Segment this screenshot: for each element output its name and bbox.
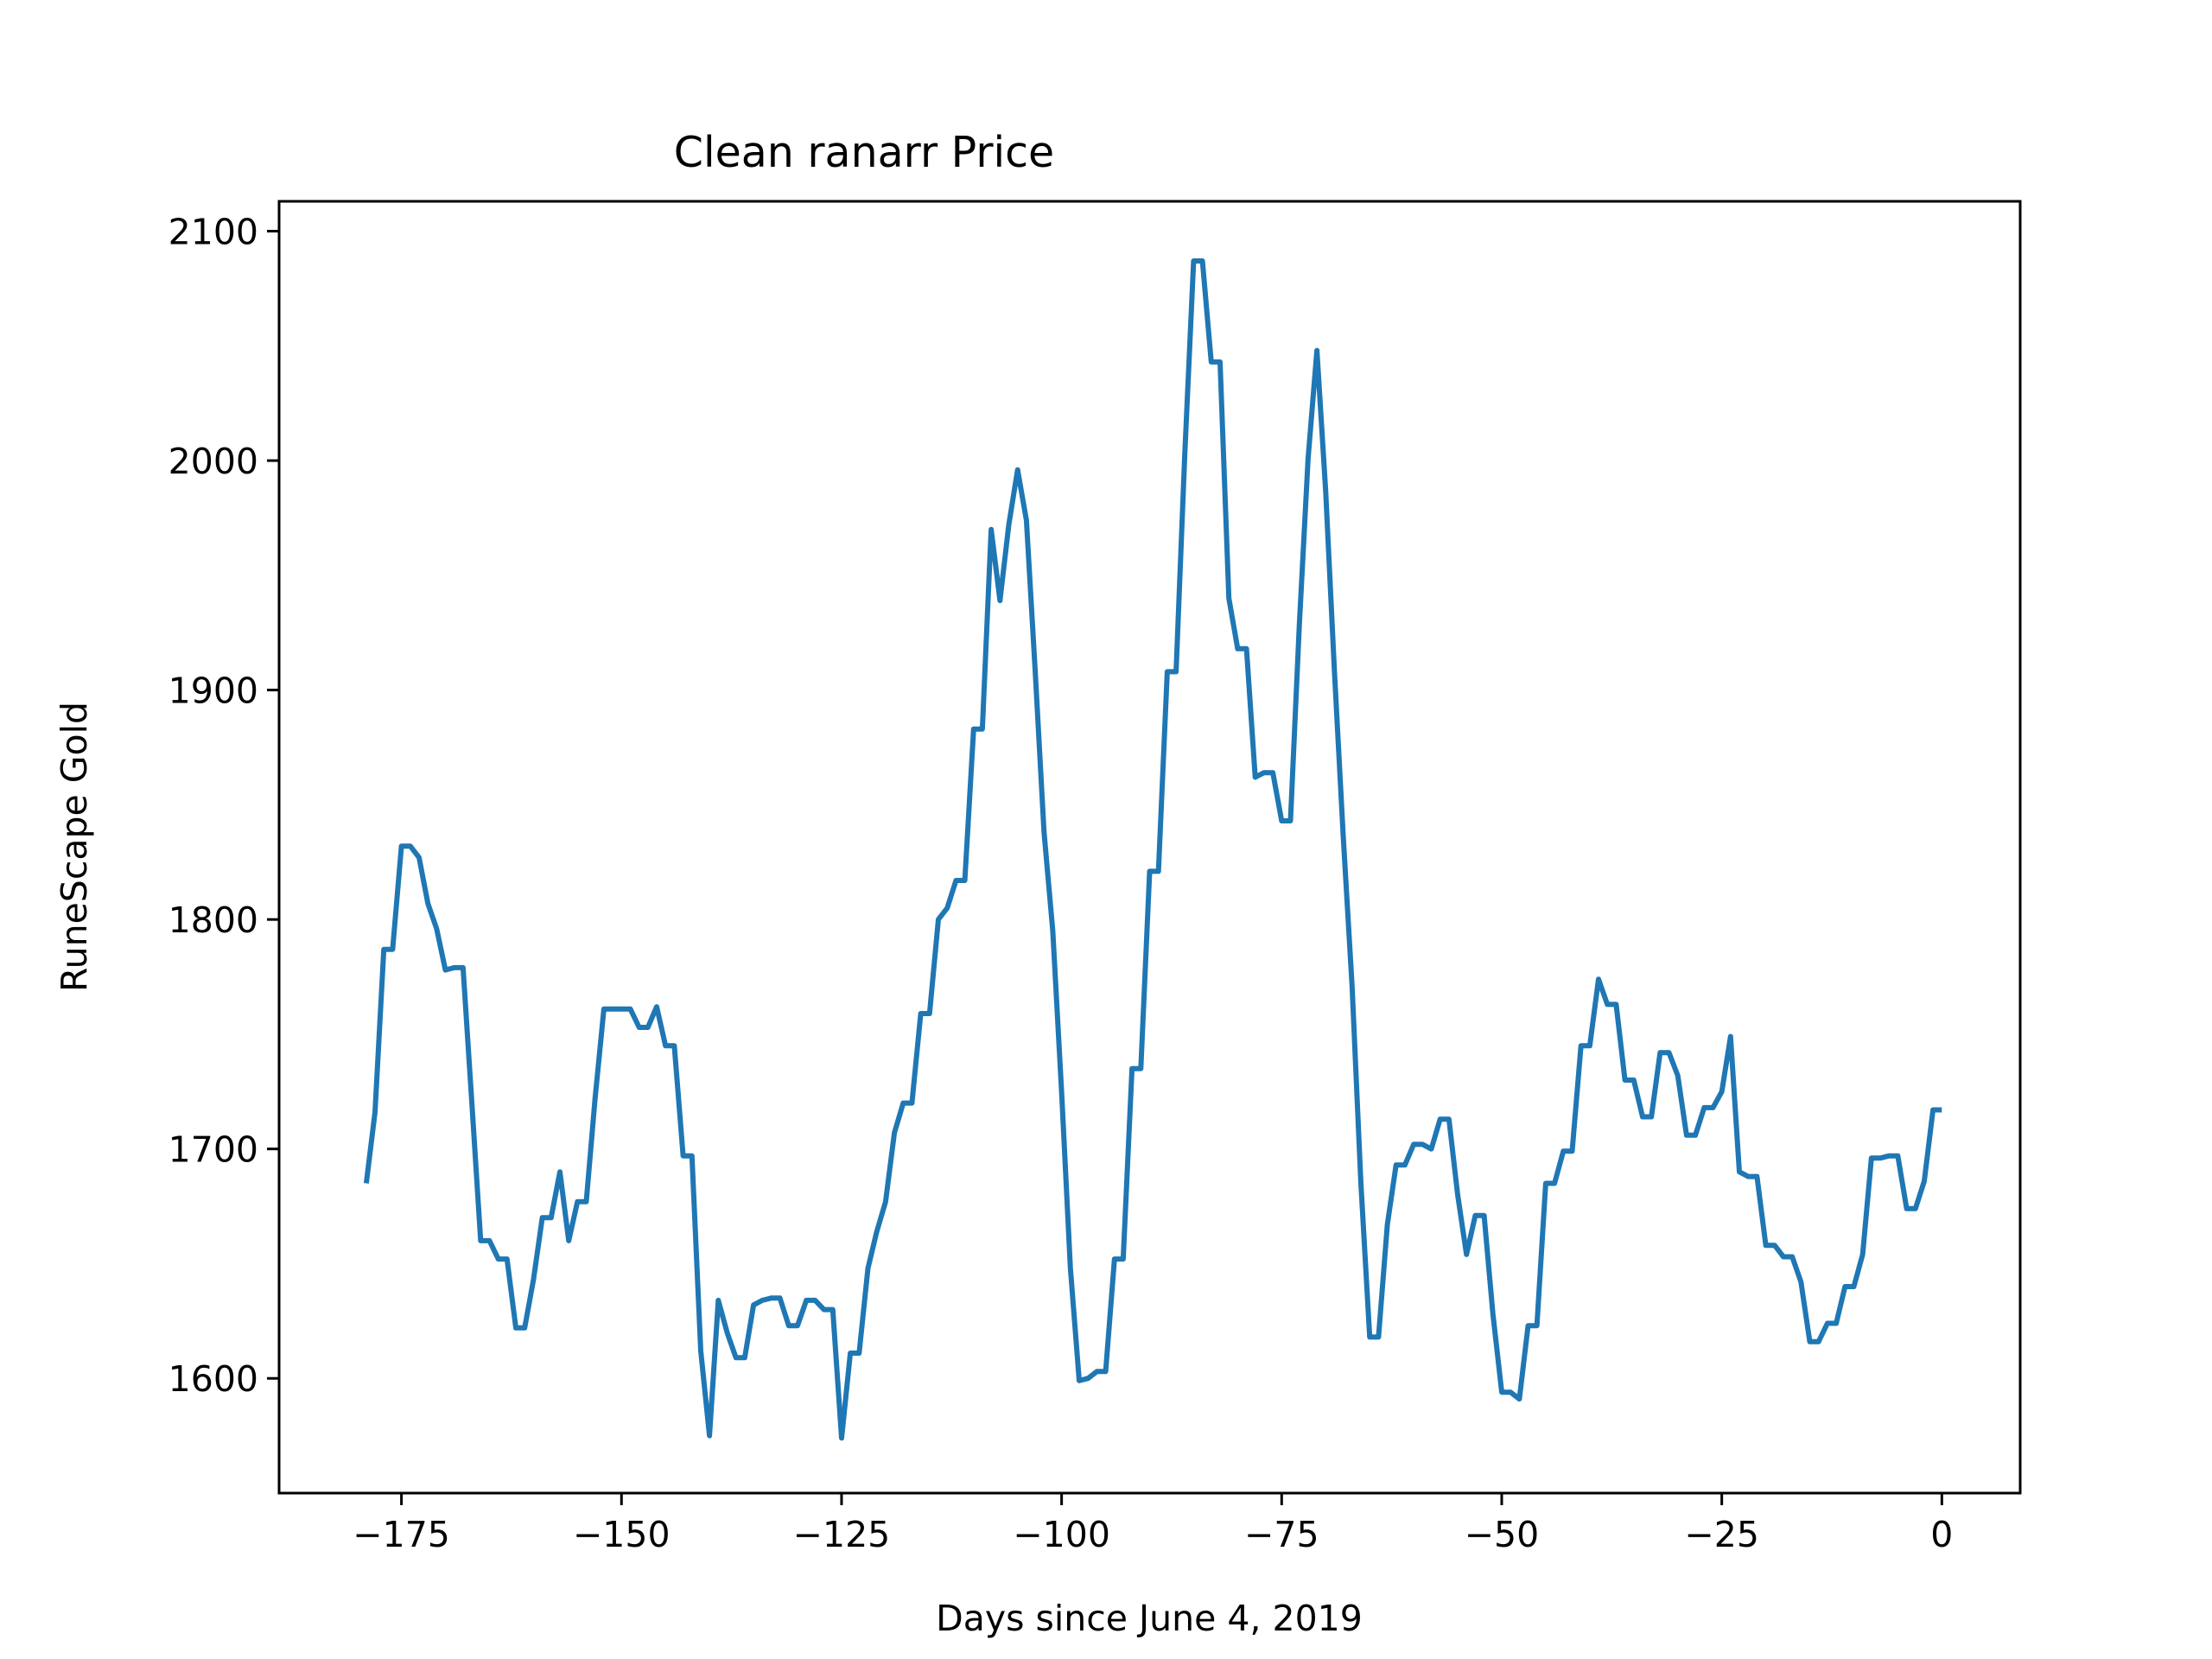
- x-tick-label: −175: [353, 1514, 450, 1555]
- y-tick-label: 1700: [168, 1129, 258, 1171]
- y-axis-title: RuneScape Gold: [54, 702, 95, 992]
- x-tick-label: −150: [573, 1514, 671, 1555]
- chart-title: Clean ranarr Price: [674, 128, 1054, 177]
- x-tick-label: −25: [1684, 1514, 1759, 1555]
- x-tick-label: −125: [793, 1514, 891, 1555]
- y-tick-label: 1600: [168, 1358, 258, 1400]
- y-tick-label: 1800: [168, 899, 258, 941]
- x-axis-title: Days since June 4, 2019: [936, 1598, 1363, 1639]
- y-tick-label: 2000: [168, 441, 258, 482]
- price-series-line: [363, 258, 1942, 1441]
- y-tick-label: 2100: [168, 212, 258, 253]
- plot-area-frame: [277, 200, 2022, 1495]
- x-tick-label: −50: [1465, 1514, 1540, 1555]
- x-axis-ticks: −175 −150 −125 −100 −75 −50 −25 0: [353, 1493, 1953, 1555]
- x-tick-label: −75: [1244, 1514, 1319, 1555]
- y-axis-ticks: 1600 1700 1800 1900 2000 2100: [168, 212, 279, 1400]
- y-tick-label: 1900: [168, 671, 258, 712]
- x-tick-label: −100: [1013, 1514, 1110, 1555]
- x-tick-label: 0: [1930, 1514, 1953, 1555]
